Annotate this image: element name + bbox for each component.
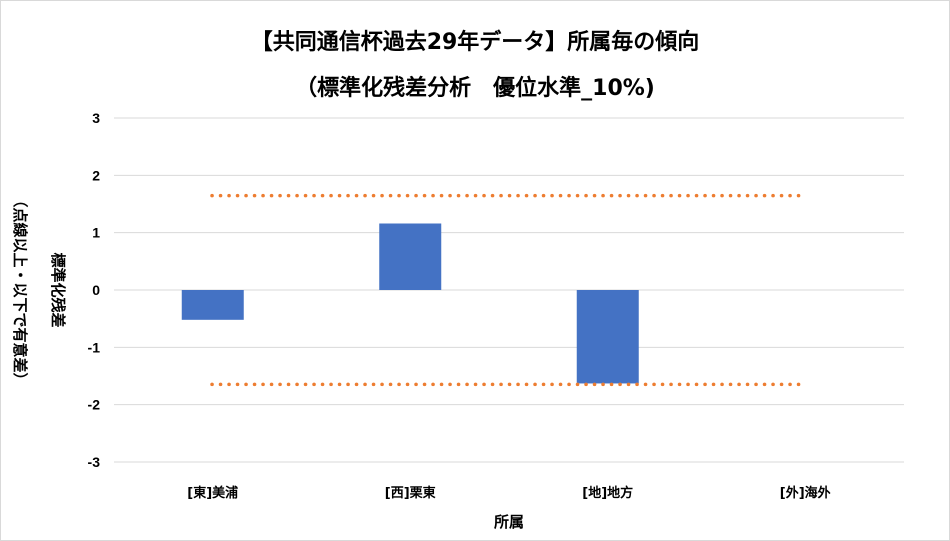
y-tick-label: -3 bbox=[88, 454, 101, 470]
x-category-label: [東]美浦 bbox=[187, 485, 238, 501]
x-category-label: [西]栗東 bbox=[385, 485, 436, 501]
y-tick-label: 1 bbox=[92, 225, 100, 241]
y-axis-note: （点線以上・以下で有意差） bbox=[11, 192, 29, 387]
y-tick-label: 3 bbox=[92, 110, 100, 126]
chart-subtitle: （標準化残差分析 優位水準_10%) bbox=[295, 76, 655, 101]
chart-title: 【共同通信杯過去29年データ】所属毎の傾向 bbox=[250, 30, 700, 55]
bar-3 bbox=[576, 290, 639, 384]
y-tick-label: 2 bbox=[92, 167, 100, 183]
y-axis-title: 標準化残差 bbox=[49, 252, 67, 327]
bar-1 bbox=[181, 290, 244, 320]
y-tick-label: -2 bbox=[88, 397, 101, 413]
y-tick-label: -1 bbox=[88, 339, 101, 355]
x-category-label: [地]地方 bbox=[582, 485, 633, 501]
y-tick-label: 0 bbox=[92, 282, 100, 298]
x-category-label: [外]海外 bbox=[780, 485, 831, 501]
bar-2 bbox=[379, 223, 442, 290]
x-axis-title: 所属 bbox=[494, 513, 524, 531]
